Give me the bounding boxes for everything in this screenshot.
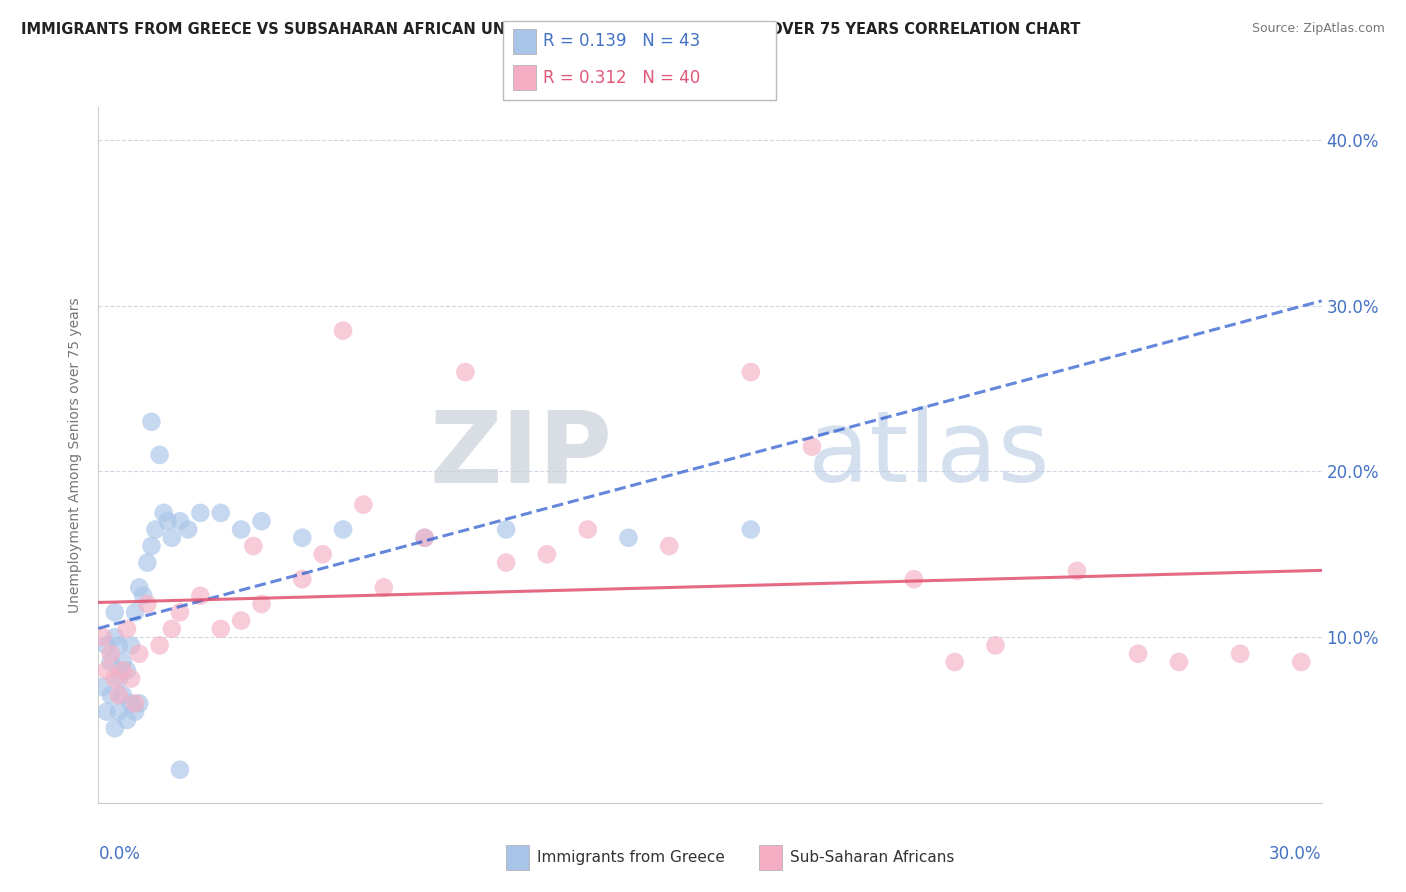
Point [128,581,150,595]
Text: R = 0.312   N = 40: R = 0.312 N = 40 [543,69,700,87]
Point [136,556,159,570]
Point [291,572,314,586]
Text: R = 0.139   N = 43: R = 0.139 N = 43 [543,32,700,51]
Point [242,539,264,553]
Point [1167,655,1189,669]
Point [120,697,142,711]
Text: IMMIGRANTS FROM GREECE VS SUBSAHARAN AFRICAN UNEMPLOYMENT AMONG SENIORS OVER 75 : IMMIGRANTS FROM GREECE VS SUBSAHARAN AFR… [21,22,1080,37]
Point [169,763,191,777]
Point [136,597,159,611]
Point [454,365,477,379]
Point [108,639,131,653]
Point [177,523,200,537]
Point [124,605,146,619]
Point [120,639,142,653]
Point [104,721,127,735]
Text: ZIP: ZIP [429,407,612,503]
Point [145,523,167,537]
Point [96,639,118,653]
Text: atlas: atlas [808,407,1049,503]
Point [156,514,179,528]
Point [91,680,114,694]
Point [188,589,212,603]
Point [250,597,273,611]
Point [115,663,138,677]
Point [152,506,174,520]
Point [100,647,122,661]
Point [100,688,122,702]
Point [111,655,134,669]
Point [1066,564,1088,578]
Point [96,705,118,719]
Point [312,547,335,561]
Point [111,663,134,677]
Point [141,415,163,429]
Text: Source: ZipAtlas.com: Source: ZipAtlas.com [1251,22,1385,36]
Point [536,547,558,561]
Point [740,523,762,537]
Point [495,556,517,570]
Point [658,539,681,553]
Point [115,713,138,727]
Point [740,365,762,379]
Point [128,647,150,661]
Point [250,514,273,528]
Point [1229,647,1251,661]
Point [120,672,142,686]
Point [104,605,127,619]
Point [115,622,138,636]
Point [108,672,131,686]
Text: Immigrants from Greece: Immigrants from Greece [537,850,725,864]
Point [231,523,253,537]
Point [96,663,118,677]
Point [373,581,395,595]
Point [128,697,150,711]
Point [141,539,163,553]
Point [1128,647,1150,661]
Point [801,440,824,454]
Point [108,688,131,702]
Text: 0.0%: 0.0% [98,845,141,863]
Point [100,655,122,669]
Point [132,589,155,603]
Point [332,523,354,537]
Point [903,572,925,586]
Point [291,531,314,545]
Point [160,531,183,545]
Point [943,655,966,669]
Point [104,672,127,686]
Point [188,506,212,520]
Point [1291,655,1313,669]
Point [413,531,436,545]
Point [413,531,436,545]
Point [352,498,374,512]
Point [332,324,354,338]
Point [169,605,191,619]
Point [169,514,191,528]
Point [108,705,131,719]
Point [209,622,232,636]
Point [209,506,232,520]
Point [576,523,599,537]
Point [149,639,172,653]
Text: 30.0%: 30.0% [1270,845,1322,863]
Y-axis label: Unemployment Among Seniors over 75 years: Unemployment Among Seniors over 75 years [69,297,83,613]
Point [91,630,114,644]
Point [160,622,183,636]
Point [149,448,172,462]
Point [617,531,640,545]
Point [124,697,146,711]
Point [124,705,146,719]
Point [111,688,134,702]
Point [984,639,1007,653]
Point [495,523,517,537]
Point [104,630,127,644]
Text: Sub-Saharan Africans: Sub-Saharan Africans [790,850,955,864]
Point [231,614,253,628]
